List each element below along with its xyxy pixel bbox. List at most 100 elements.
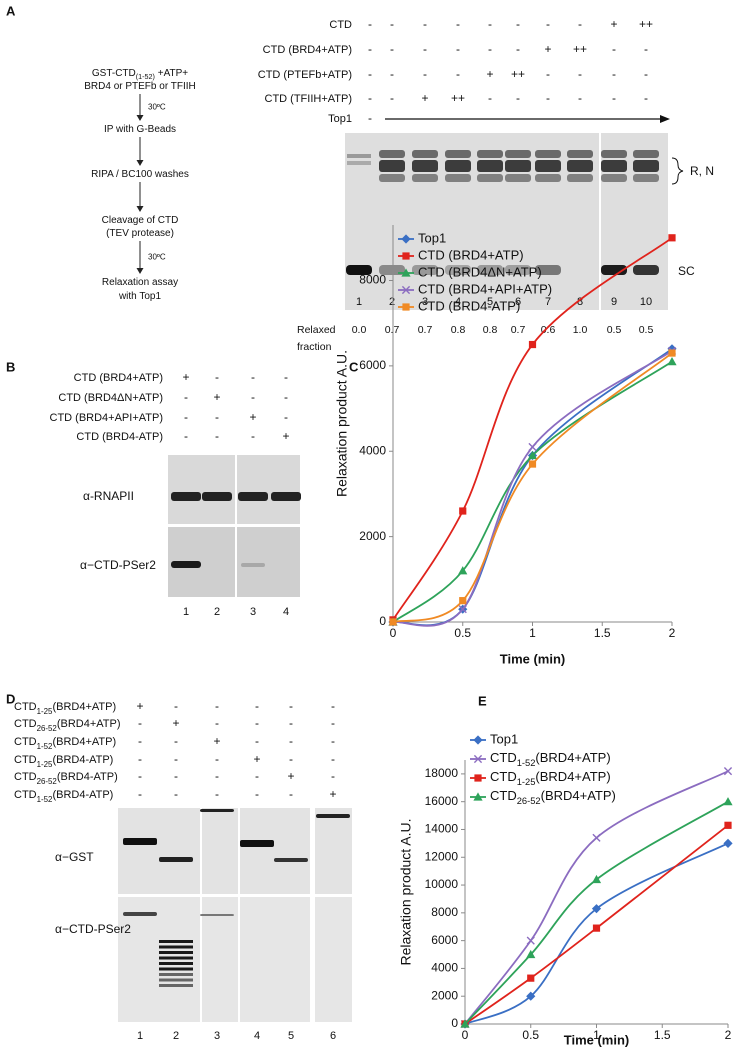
condition-mark: -	[488, 42, 492, 56]
marker	[723, 767, 733, 776]
condition-mark: -	[456, 67, 460, 81]
condition-mark: -	[644, 67, 648, 81]
legend-label: CTD1-52(BRD4+ATP)	[490, 750, 611, 768]
lane-number: 10	[640, 296, 652, 308]
gel-band	[159, 945, 193, 949]
marker	[667, 344, 677, 354]
condition-mark: -	[289, 734, 293, 748]
y-tick-label: 0	[379, 614, 386, 628]
condition-label: CTD (BRD4-ATP)	[76, 431, 163, 443]
flow-step-part: Relaxation assay	[102, 277, 178, 288]
condition-label: CTD26-52(BRD4+ATP)	[14, 718, 121, 733]
condition-label-part: 1-25	[37, 760, 53, 769]
condition-mark: -	[368, 17, 372, 31]
legend-marker	[473, 754, 483, 764]
x-tick-label: 0	[462, 1028, 469, 1042]
series-line	[464, 770, 729, 1025]
marker	[526, 949, 536, 959]
lane-number: 2	[214, 606, 220, 618]
flow-arrowhead	[136, 115, 144, 121]
flow-step: RIPA / BC100 washes	[91, 169, 189, 180]
x-tick-label: 1	[529, 626, 536, 640]
legend-label: Top1	[418, 230, 446, 245]
marker	[460, 1019, 470, 1028]
condition-mark: -	[612, 91, 616, 105]
relaxed-fraction: 0.8	[483, 324, 498, 336]
condition-mark: -	[368, 91, 372, 105]
condition-mark: -	[644, 42, 648, 56]
condition-label: Top1	[328, 113, 352, 125]
condition-mark: -	[138, 769, 142, 783]
condition-mark: ++	[573, 42, 587, 56]
gel-band	[379, 174, 405, 182]
gel	[202, 808, 238, 894]
condition-mark: +	[282, 429, 289, 443]
condition-mark: -	[331, 716, 335, 730]
y-tick-label: 18000	[425, 766, 459, 780]
x-tick-label: 2	[725, 1028, 732, 1042]
marker	[389, 618, 397, 626]
gel-band	[123, 838, 157, 845]
condition-mark: -	[138, 734, 142, 748]
gel-band	[159, 978, 193, 982]
condition-mark: -	[174, 752, 178, 766]
gel-band	[535, 150, 561, 158]
condition-label-part: 26-52	[37, 777, 57, 786]
lane-number: 1	[137, 1030, 143, 1042]
condition-mark: -	[390, 91, 394, 105]
x-tick-label: 0.5	[522, 1028, 539, 1042]
relaxed-fraction: 0.8	[451, 324, 466, 336]
condition-mark: -	[289, 716, 293, 730]
marker	[459, 597, 467, 605]
condition-mark: -	[456, 17, 460, 31]
condition-mark: -	[423, 17, 427, 31]
condition-mark: -	[174, 769, 178, 783]
condition-mark: -	[390, 42, 394, 56]
condition-mark: -	[138, 787, 142, 801]
flow-step-part: with Top1	[118, 291, 162, 302]
x-tick-label: 1.5	[594, 626, 611, 640]
legend-marker	[401, 234, 411, 244]
flow-step: Cleavage of CTD	[102, 215, 179, 226]
relaxed-fraction: 0.7	[385, 324, 400, 336]
condition-mark: -	[184, 410, 188, 424]
legend-label: CTD (BRD4+ATP)	[418, 247, 524, 262]
lane-number: 6	[330, 1030, 336, 1042]
condition-mark: -	[255, 716, 259, 730]
condition-label: CTD1-52(BRD4-ATP)	[14, 789, 113, 804]
condition-label-part: 1-25	[37, 707, 53, 716]
lane-number: 4	[455, 296, 461, 308]
condition-mark: +	[421, 91, 428, 105]
legend-label-part: (BRD4+ATP)	[535, 769, 610, 784]
condition-mark: +	[486, 67, 493, 81]
y-tick-label: 2000	[359, 529, 386, 543]
legend-label: CTD (BRD4-ATP)	[418, 298, 520, 313]
gel-band	[505, 160, 531, 172]
condition-label-part: (BRD4-ATP)	[52, 754, 113, 766]
gel-band	[202, 492, 232, 501]
gel-band	[505, 174, 531, 182]
gel-band	[238, 492, 268, 501]
condition-mark: -	[215, 429, 219, 443]
condition-mark: -	[138, 716, 142, 730]
blot-label: α−CTD-PSer2	[55, 922, 131, 936]
gel	[240, 897, 310, 1022]
condition-label: CTD (BRD4ΔN+ATP)	[58, 392, 163, 404]
condition-mark: -	[215, 370, 219, 384]
lane-number: 3	[250, 606, 256, 618]
condition-label-part: 1-52	[37, 742, 53, 751]
gel-band	[159, 956, 193, 960]
lane-number: 1	[183, 606, 189, 618]
relaxed-fraction: 0.5	[607, 324, 622, 336]
gel-band	[633, 160, 659, 172]
condition-label-part: CTD	[14, 754, 37, 766]
y-tick-label: 0	[451, 1016, 458, 1030]
condition-mark: +	[253, 752, 260, 766]
series-line	[392, 348, 673, 627]
gel-band	[347, 161, 371, 165]
blot-label: α−GST	[55, 850, 94, 864]
lane-number: 5	[487, 296, 493, 308]
condition-mark: +	[182, 370, 189, 384]
